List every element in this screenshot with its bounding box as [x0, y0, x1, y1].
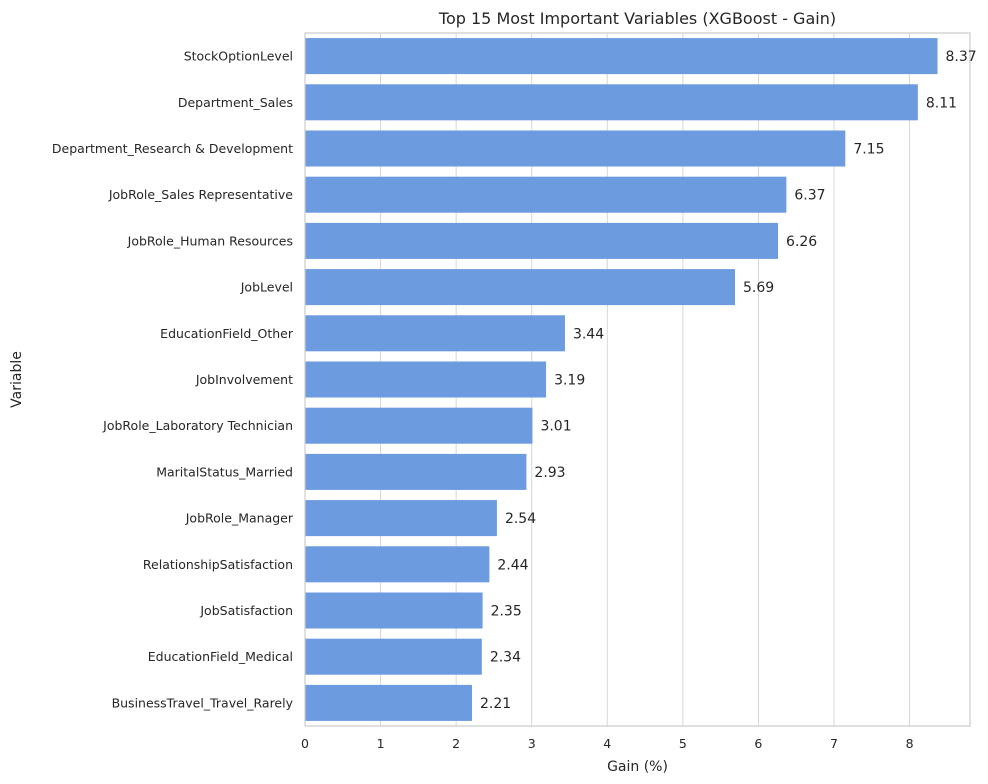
x-tick-label: 1 — [377, 736, 385, 751]
data-label: 3.44 — [573, 326, 604, 342]
x-tick-labels: 0 1 2 3 4 5 6 7 8 — [301, 736, 914, 751]
y-axis-label: Variable — [9, 351, 25, 408]
data-label: 2.34 — [490, 650, 521, 666]
y-category-label: EducationField_Medical — [148, 649, 293, 664]
plot-frame — [304, 32, 971, 727]
data-label: 2.93 — [534, 465, 565, 481]
data-label: 6.26 — [786, 234, 817, 250]
x-tick-label: 2 — [452, 736, 460, 751]
y-category-label: BusinessTravel_Travel_Rarely — [112, 695, 294, 710]
y-category-labels: StockOptionLevel Department_Sales Departme… — [52, 49, 294, 711]
x-tick-label: 5 — [679, 736, 687, 751]
bar — [305, 130, 846, 167]
x-axis-label: Gain (%) — [607, 759, 668, 775]
data-label: 7.15 — [853, 142, 884, 158]
bar — [305, 361, 547, 398]
y-category-label: JobInvolvement — [195, 372, 293, 387]
y-category-label: JobSatisfaction — [199, 603, 293, 618]
y-category-label: JobRole_Manager — [185, 511, 294, 526]
data-label: 5.69 — [743, 280, 774, 296]
bar — [305, 638, 482, 675]
bar — [305, 546, 490, 583]
data-label: 6.37 — [794, 188, 825, 204]
bar — [305, 500, 497, 537]
bar — [305, 84, 918, 121]
bar — [305, 315, 565, 352]
bar — [305, 407, 533, 444]
x-tick-label: 8 — [906, 736, 914, 751]
bar — [305, 38, 938, 75]
data-label: 2.44 — [497, 557, 528, 573]
bar — [305, 453, 527, 490]
data-label: 2.35 — [491, 604, 522, 620]
data-label: 3.19 — [554, 373, 585, 389]
y-category-label: StockOptionLevel — [184, 49, 293, 64]
x-tick-label: 0 — [301, 736, 309, 751]
data-label: 3.01 — [540, 419, 571, 435]
bar — [305, 592, 483, 629]
data-label: 2.21 — [480, 696, 511, 712]
y-category-label: Department_Sales — [178, 95, 293, 110]
y-category-label: EducationField_Other — [160, 326, 294, 341]
data-labels: 8.37 8.11 7.15 6.37 6.26 5.69 3.44 3.19 3.01 2.93… — [480, 49, 977, 712]
bars — [305, 38, 938, 721]
y-category-label: MaritalStatus_Married — [156, 464, 293, 479]
y-category-label: Department_Research & Development — [52, 141, 293, 156]
chart-title: Top 15 Most Important Variables (XGBoost… — [438, 9, 836, 28]
y-category-label: RelationshipSatisfaction — [143, 557, 293, 572]
y-category-label: JobRole_Laboratory Technician — [102, 418, 293, 433]
data-label: 8.37 — [946, 49, 977, 65]
bar — [305, 684, 473, 721]
x-tick-label: 6 — [754, 736, 762, 751]
bar — [305, 222, 779, 259]
data-label: 2.54 — [505, 511, 536, 527]
bar — [305, 269, 735, 306]
y-category-label: JobRole_Human Resources — [127, 233, 293, 248]
y-category-label: JobRole_Sales Representative — [108, 187, 293, 202]
x-tick-label: 7 — [830, 736, 838, 751]
x-tick-label: 3 — [528, 736, 536, 751]
data-label: 8.11 — [926, 95, 957, 111]
y-category-label: JobLevel — [240, 280, 293, 295]
x-tick-label: 4 — [603, 736, 611, 751]
bar — [305, 176, 787, 213]
